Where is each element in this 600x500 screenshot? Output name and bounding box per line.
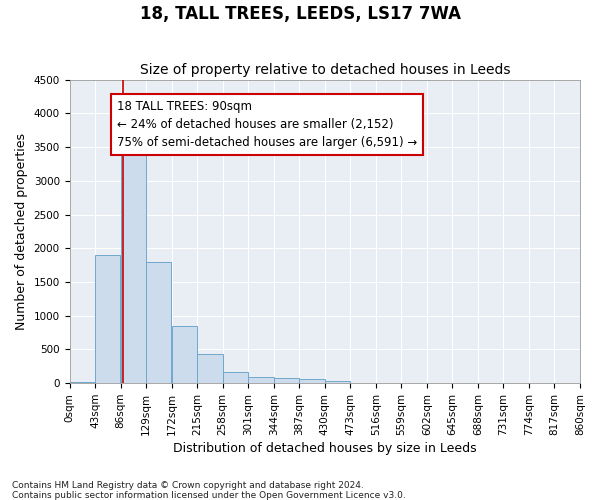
Bar [223,372,248,383]
Text: Contains public sector information licensed under the Open Government Licence v3: Contains public sector information licen… [12,490,406,500]
Text: 18 TALL TREES: 90sqm
← 24% of detached houses are smaller (2,152)
75% of semi-de: 18 TALL TREES: 90sqm ← 24% of detached h… [117,100,417,149]
X-axis label: Distribution of detached houses by size in Leeds: Distribution of detached houses by size … [173,442,476,455]
Bar [95,255,121,383]
Bar [121,147,146,383]
Bar [325,381,350,383]
Bar [70,382,95,383]
Bar [299,380,325,383]
Bar [172,326,197,383]
Text: Contains HM Land Registry data © Crown copyright and database right 2024.: Contains HM Land Registry data © Crown c… [12,480,364,490]
Bar [274,378,299,383]
Bar [248,377,274,383]
Bar [146,262,172,383]
Bar [197,354,223,383]
Title: Size of property relative to detached houses in Leeds: Size of property relative to detached ho… [140,63,510,77]
Y-axis label: Number of detached properties: Number of detached properties [15,133,28,330]
Text: 18, TALL TREES, LEEDS, LS17 7WA: 18, TALL TREES, LEEDS, LS17 7WA [139,5,461,23]
